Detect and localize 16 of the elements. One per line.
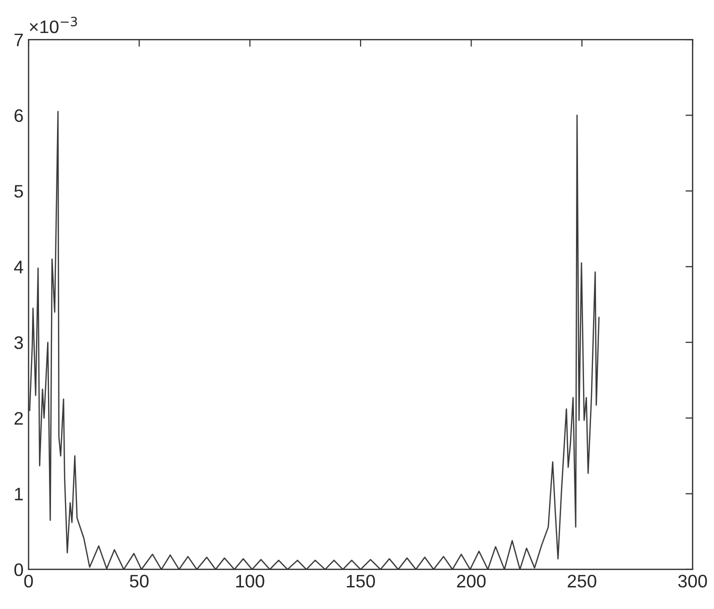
y-tick-label: 5	[14, 185, 23, 198]
x-tick-label: 250	[568, 574, 596, 588]
x-tick-label: 300	[678, 574, 707, 588]
y-tick-label: 7	[14, 34, 23, 46]
x-tick-label: 100	[236, 574, 264, 588]
y-tick-label: 2	[14, 412, 23, 425]
x-tick-label: 200	[457, 574, 486, 588]
y-tick-label: 0	[14, 563, 23, 576]
y-tick-label: 3	[14, 336, 23, 350]
x-tick-label: 0	[24, 574, 33, 588]
x-tick-label: 150	[346, 574, 375, 588]
y-tick-label: 6	[14, 109, 23, 122]
x-tick-label: 50	[130, 574, 149, 588]
y-tick-label: 1	[15, 488, 23, 500]
y-tick-label: 4	[14, 260, 24, 274]
text: ×10$^{−3}$	[30, 16, 77, 34]
